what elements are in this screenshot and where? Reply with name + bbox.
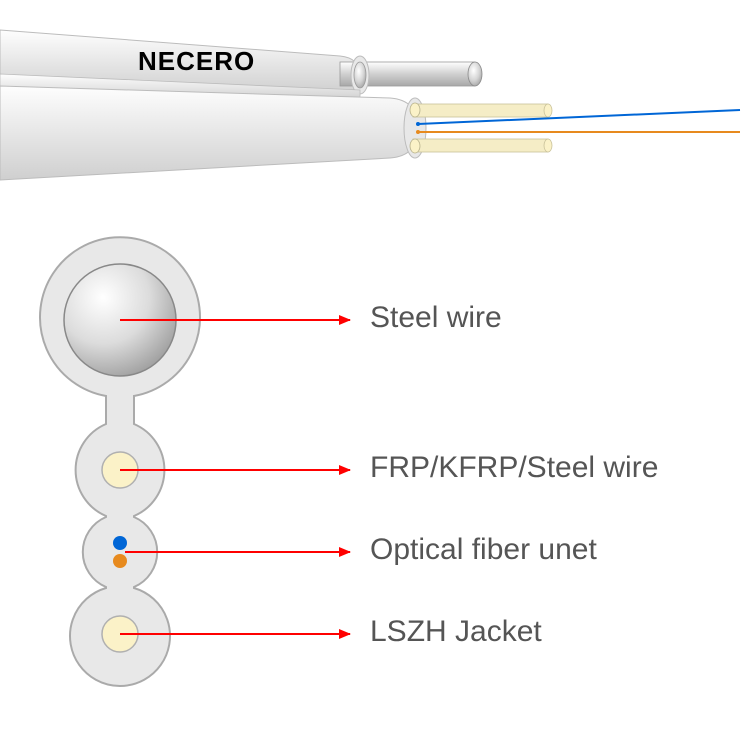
diagram-canvas: NECERO Steel wire FRP/KFRP/Steel wire Op… [0,0,750,750]
label-frp: FRP/KFRP/Steel wire [370,451,658,485]
brand-text: NECERO [138,46,255,77]
label-optical: Optical fiber unet [370,533,597,567]
label-steel-wire: Steel wire [370,301,502,335]
label-lszh: LSZH Jacket [370,615,542,649]
cable-perspective [0,20,750,220]
